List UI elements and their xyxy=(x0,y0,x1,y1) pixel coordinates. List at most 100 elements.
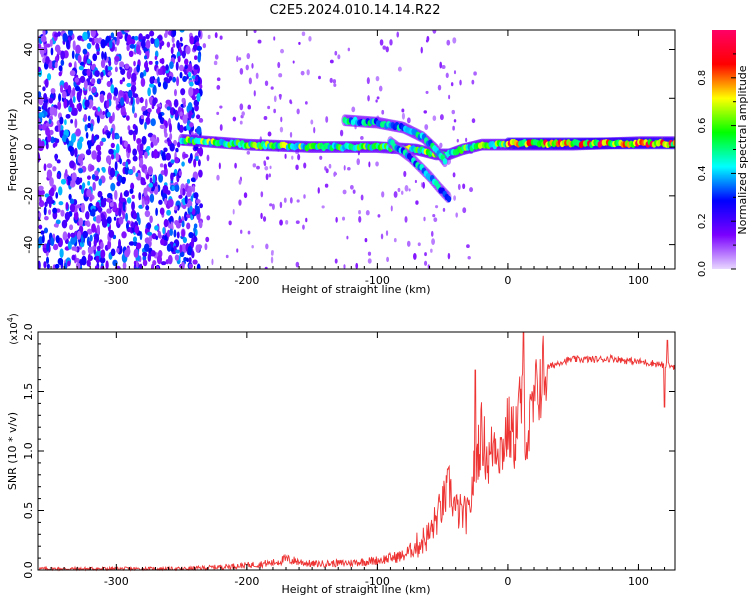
noise-cell xyxy=(182,204,187,210)
faint-cell xyxy=(415,200,419,205)
noise-cell xyxy=(120,97,125,106)
noise-cell xyxy=(178,194,183,199)
faint-cell xyxy=(270,256,274,264)
noise-cell xyxy=(134,125,138,135)
noise-cell xyxy=(46,73,52,81)
noise-cell xyxy=(68,193,72,201)
noise-cell xyxy=(67,85,72,94)
faint-cell xyxy=(360,194,364,201)
noise-cell xyxy=(123,30,130,33)
noise-cell xyxy=(120,68,126,75)
snr-panel: -300 -200 -100 0 100 0.0 0.5 1.0 1.5 2.0 Height o… xyxy=(6,313,676,596)
noise-cell xyxy=(58,201,64,206)
faint-cell xyxy=(437,84,442,91)
noise-cell xyxy=(77,154,84,164)
noise-cell xyxy=(159,42,162,50)
noise-cell xyxy=(169,142,175,152)
noise-cell xyxy=(150,37,155,45)
noise-cell xyxy=(62,231,68,241)
noise-cell xyxy=(119,158,122,165)
noise-cell xyxy=(159,66,163,76)
faint-cell xyxy=(389,39,393,46)
noise-cell xyxy=(125,222,129,230)
noise-cell xyxy=(88,240,92,247)
noise-cell xyxy=(113,87,119,97)
snr-y-tick-label: 1.5 xyxy=(22,383,35,401)
spectrogram-heatmap xyxy=(38,30,675,269)
noise-cell xyxy=(49,177,54,187)
faint-cell xyxy=(329,59,334,64)
noise-cell xyxy=(38,43,42,49)
noise-cell xyxy=(186,213,192,219)
faint-cell xyxy=(407,117,411,124)
faint-cell xyxy=(422,181,425,189)
faint-cell xyxy=(219,35,223,40)
noise-cell xyxy=(156,255,163,265)
noise-cell xyxy=(134,225,140,234)
faint-cell xyxy=(218,162,221,170)
faint-cell xyxy=(381,191,385,198)
noise-cell xyxy=(108,115,114,124)
faint-cell xyxy=(356,158,360,166)
noise-cell xyxy=(181,50,186,59)
noise-cell xyxy=(119,79,123,85)
noise-cell xyxy=(126,82,132,88)
noise-cell xyxy=(167,254,173,265)
faint-cell xyxy=(216,77,221,82)
noise-cell xyxy=(196,263,201,269)
faint-cell xyxy=(343,165,346,171)
noise-cell xyxy=(173,108,176,115)
noise-cell xyxy=(83,80,88,90)
noise-cell xyxy=(52,142,56,148)
faint-cell xyxy=(264,80,269,87)
faint-cell xyxy=(202,43,207,49)
noise-cell xyxy=(90,64,95,71)
noise-cell xyxy=(38,66,42,73)
faint-cell xyxy=(207,34,211,40)
noise-cell xyxy=(56,159,61,164)
noise-cell xyxy=(96,51,100,56)
noise-cell xyxy=(42,102,48,110)
noise-cell xyxy=(74,85,81,92)
noise-cell xyxy=(191,250,195,259)
faint-cell xyxy=(324,183,329,188)
noise-cell xyxy=(92,106,97,111)
faint-cell xyxy=(265,173,269,181)
noise-cell xyxy=(160,57,165,65)
noise-cell xyxy=(179,111,183,117)
noise-cell xyxy=(67,175,71,186)
noise-cell xyxy=(96,249,102,257)
faint-cell xyxy=(433,217,438,223)
snr-y-tick-label: 0.0 xyxy=(22,561,35,579)
noise-cell xyxy=(126,70,132,80)
faint-cell xyxy=(425,90,429,94)
noise-cell xyxy=(184,211,188,222)
noise-cell xyxy=(63,98,68,109)
faint-cell xyxy=(451,109,456,115)
noise-cell xyxy=(57,31,61,37)
noise-cell xyxy=(159,163,164,168)
noise-cell xyxy=(38,96,44,106)
faint-cell xyxy=(270,250,274,256)
noise-cell xyxy=(178,219,183,224)
noise-cell xyxy=(144,243,150,252)
faint-cell xyxy=(306,69,310,76)
noise-cell xyxy=(119,192,123,202)
noise-cell xyxy=(109,202,114,208)
noise-cell xyxy=(84,220,88,226)
noise-cell xyxy=(189,81,194,87)
noise-cell xyxy=(43,227,49,234)
faint-cell xyxy=(295,261,300,268)
noise-cell xyxy=(49,39,53,47)
noise-cell xyxy=(77,54,82,64)
noise-cell xyxy=(110,248,116,257)
faint-cell xyxy=(211,258,214,266)
faint-cell xyxy=(424,260,428,266)
noise-cell xyxy=(111,130,115,141)
noise-cell xyxy=(184,58,189,66)
noise-cell xyxy=(96,154,102,163)
noise-cell xyxy=(182,75,188,82)
faint-cell xyxy=(448,94,451,100)
colorbar-tick-label: 0.4 xyxy=(697,165,708,181)
noise-cell xyxy=(68,62,72,68)
